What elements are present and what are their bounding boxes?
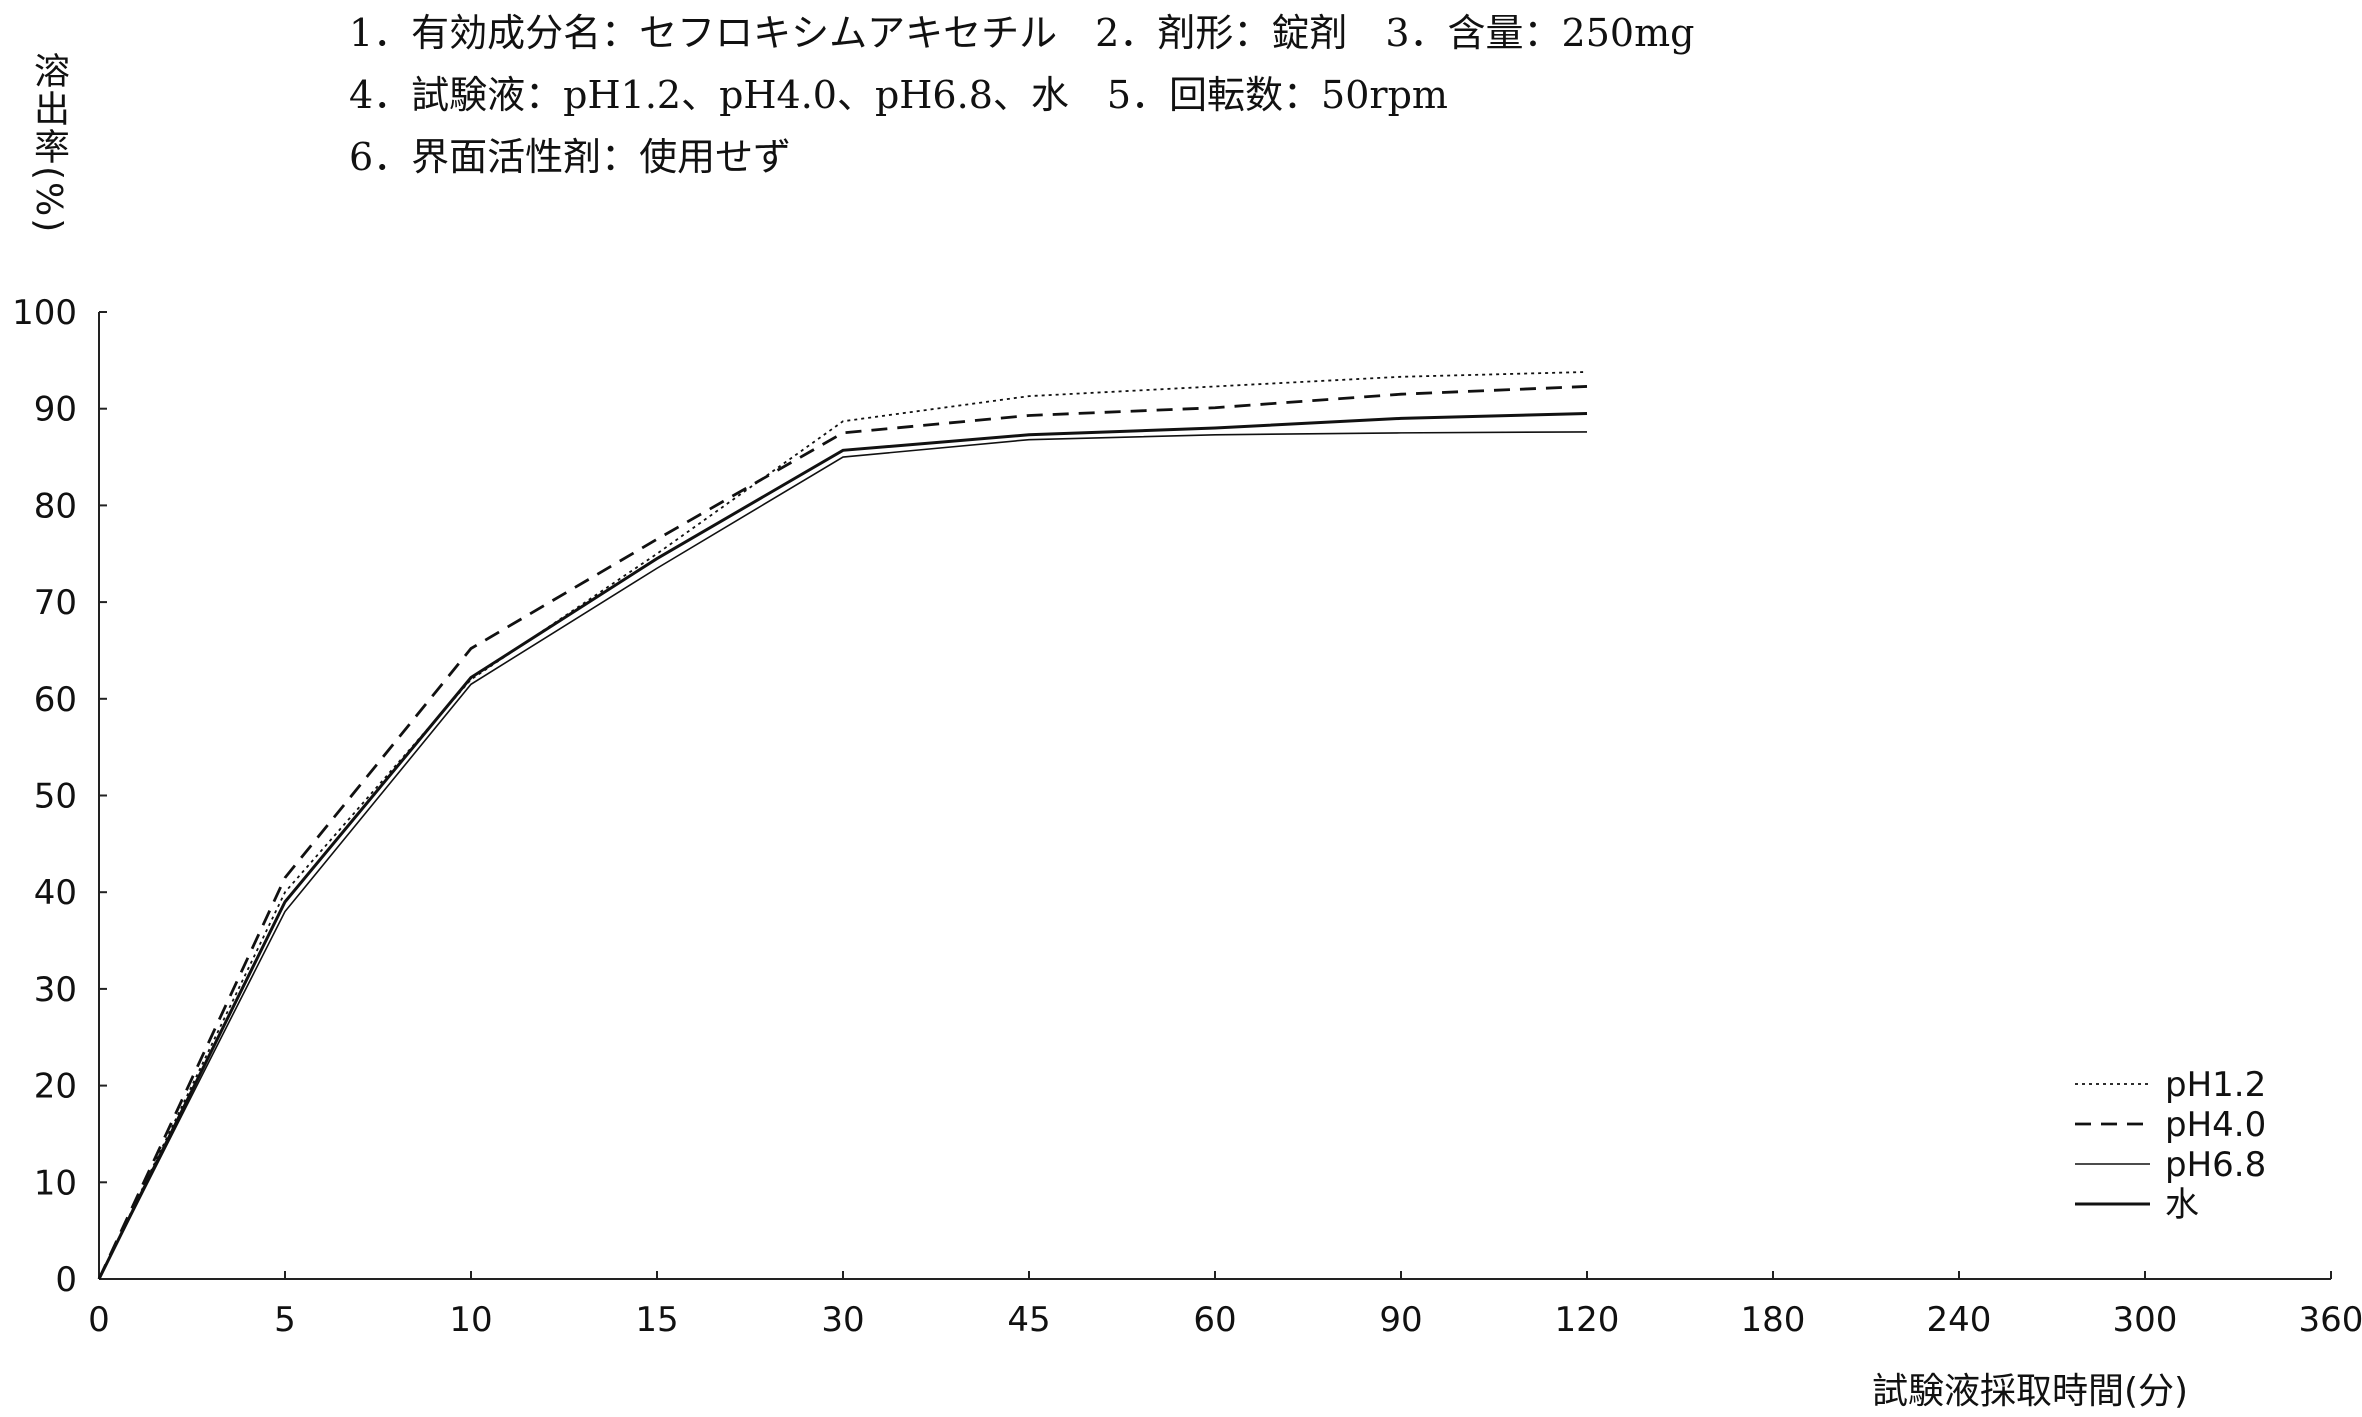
y-tick-label: 40 xyxy=(34,873,77,913)
legend-label: pH1.2 xyxy=(2165,1065,2266,1105)
condition-line-3: 6．界面活性剤：使用せず xyxy=(349,135,792,179)
y-tick-label: 0 xyxy=(55,1260,77,1300)
y-tick-label: 60 xyxy=(34,680,77,720)
x-tick-label: 360 xyxy=(2299,1300,2362,1340)
series-line-2 xyxy=(97,385,1588,1280)
x-tick-label: 15 xyxy=(635,1300,678,1340)
x-axis-label: 試験液採取時間(分) xyxy=(1872,1371,2189,1412)
x-tick-label: 120 xyxy=(1555,1300,1620,1340)
y-tick-label: 100 xyxy=(12,293,77,333)
x-tick-label: 60 xyxy=(1193,1300,1236,1340)
series-line-1 xyxy=(98,371,1588,1280)
y-tick-label: 50 xyxy=(34,777,77,817)
legend-label: pH4.0 xyxy=(2165,1105,2266,1145)
y-tick-label: 70 xyxy=(34,583,77,623)
x-tick-label: 180 xyxy=(1741,1300,1806,1340)
x-tick-label: 90 xyxy=(1379,1300,1422,1340)
y-tick-label: 10 xyxy=(34,1163,77,1203)
y-axis-label: 溶出率(%) xyxy=(28,52,69,235)
series-line-3 xyxy=(98,431,1588,1280)
legend-label: pH6.8 xyxy=(2165,1145,2266,1185)
y-tick-label: 90 xyxy=(34,390,77,430)
y-tick-label: 20 xyxy=(34,1067,77,1107)
x-tick-label: 240 xyxy=(1927,1300,1992,1340)
y-tick-label: 30 xyxy=(34,970,77,1010)
y-tick-label: 80 xyxy=(34,486,77,526)
x-tick-label: 10 xyxy=(449,1300,492,1340)
condition-line-2: 4．試験液：pH1.2、pH4.0、pH6.8、水 5．回転数：50rpm xyxy=(349,73,1448,117)
condition-line-1: 1．有効成分名：セフロキシムアキセチル 2．剤形：錠剤 3．含量：250mg xyxy=(349,11,1695,55)
x-tick-label: 300 xyxy=(2113,1300,2178,1340)
x-tick-label: 45 xyxy=(1007,1300,1050,1340)
x-tick-label: 30 xyxy=(821,1300,864,1340)
series-line-4 xyxy=(97,412,1588,1280)
x-tick-label: 0 xyxy=(88,1300,110,1340)
x-tick-label: 5 xyxy=(274,1300,296,1340)
legend-label: 水 xyxy=(2165,1185,2199,1225)
